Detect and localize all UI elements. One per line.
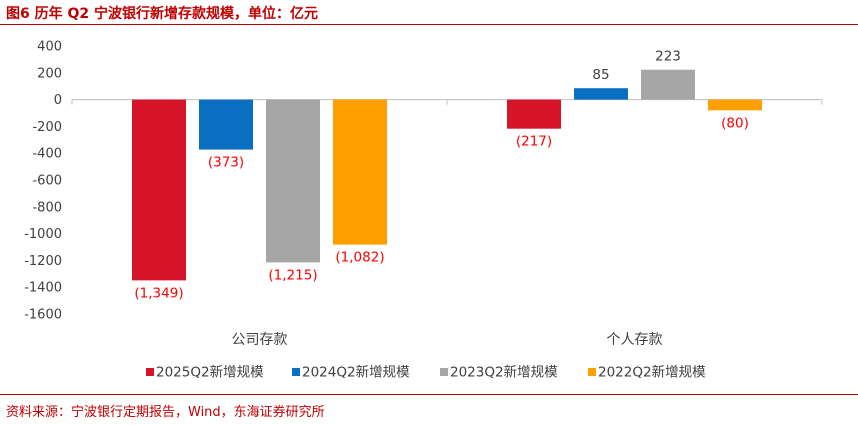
data-label: (1,349): [134, 285, 183, 301]
data-label: (217): [516, 134, 552, 150]
category-label: 公司存款: [232, 332, 288, 348]
legend-swatch: [440, 368, 448, 376]
data-label: (80): [721, 115, 749, 131]
footer-rule: [0, 394, 858, 395]
y-tick-label: 0: [54, 93, 62, 108]
legend-swatch: [588, 368, 596, 376]
data-label: 85: [592, 67, 609, 83]
bar: [132, 99, 186, 281]
bar: [507, 99, 561, 129]
bar: [199, 99, 253, 150]
y-tick-label: -600: [32, 174, 62, 189]
legend-label: 2022Q2新增规模: [598, 365, 706, 381]
legend-swatch: [292, 368, 300, 376]
bar: [333, 99, 387, 245]
data-label: 223: [655, 49, 681, 65]
data-label: (1,082): [335, 250, 384, 266]
legend-label: 2025Q2新增规模: [156, 365, 264, 381]
data-label: (373): [208, 155, 244, 171]
y-tick-label: -1400: [24, 281, 62, 296]
category-label: 个人存款: [607, 332, 663, 348]
y-tick-label: -1600: [24, 308, 62, 323]
title-rule: [0, 24, 858, 25]
y-tick-label: -400: [32, 147, 62, 162]
y-tick-label: 200: [37, 66, 62, 81]
data-label: (1,215): [268, 267, 317, 283]
bar: [641, 69, 695, 100]
figure-title: 图6 历年 Q2 宁波银行新增存款规模，单位：亿元: [6, 6, 319, 22]
y-tick-label: -1000: [24, 227, 62, 242]
legend-label: 2024Q2新增规模: [302, 365, 410, 381]
source-note: 资料来源：宁波银行定期报告，Wind，东海证券研究所: [6, 405, 325, 420]
bar: [708, 99, 762, 111]
legend-swatch: [146, 368, 154, 376]
y-tick-label: -800: [32, 200, 62, 215]
legend-label: 2023Q2新增规模: [450, 365, 558, 381]
deposit-bar-chart: 400 200 0 -200 -400 -600 -800 -1000 -1200 -1400 -1…: [24, 40, 823, 381]
y-tick-label: -200: [32, 120, 62, 135]
y-tick-label: 400: [37, 40, 62, 55]
bar: [574, 88, 628, 100]
bar: [266, 99, 320, 263]
y-tick-label: -1200: [24, 254, 62, 269]
